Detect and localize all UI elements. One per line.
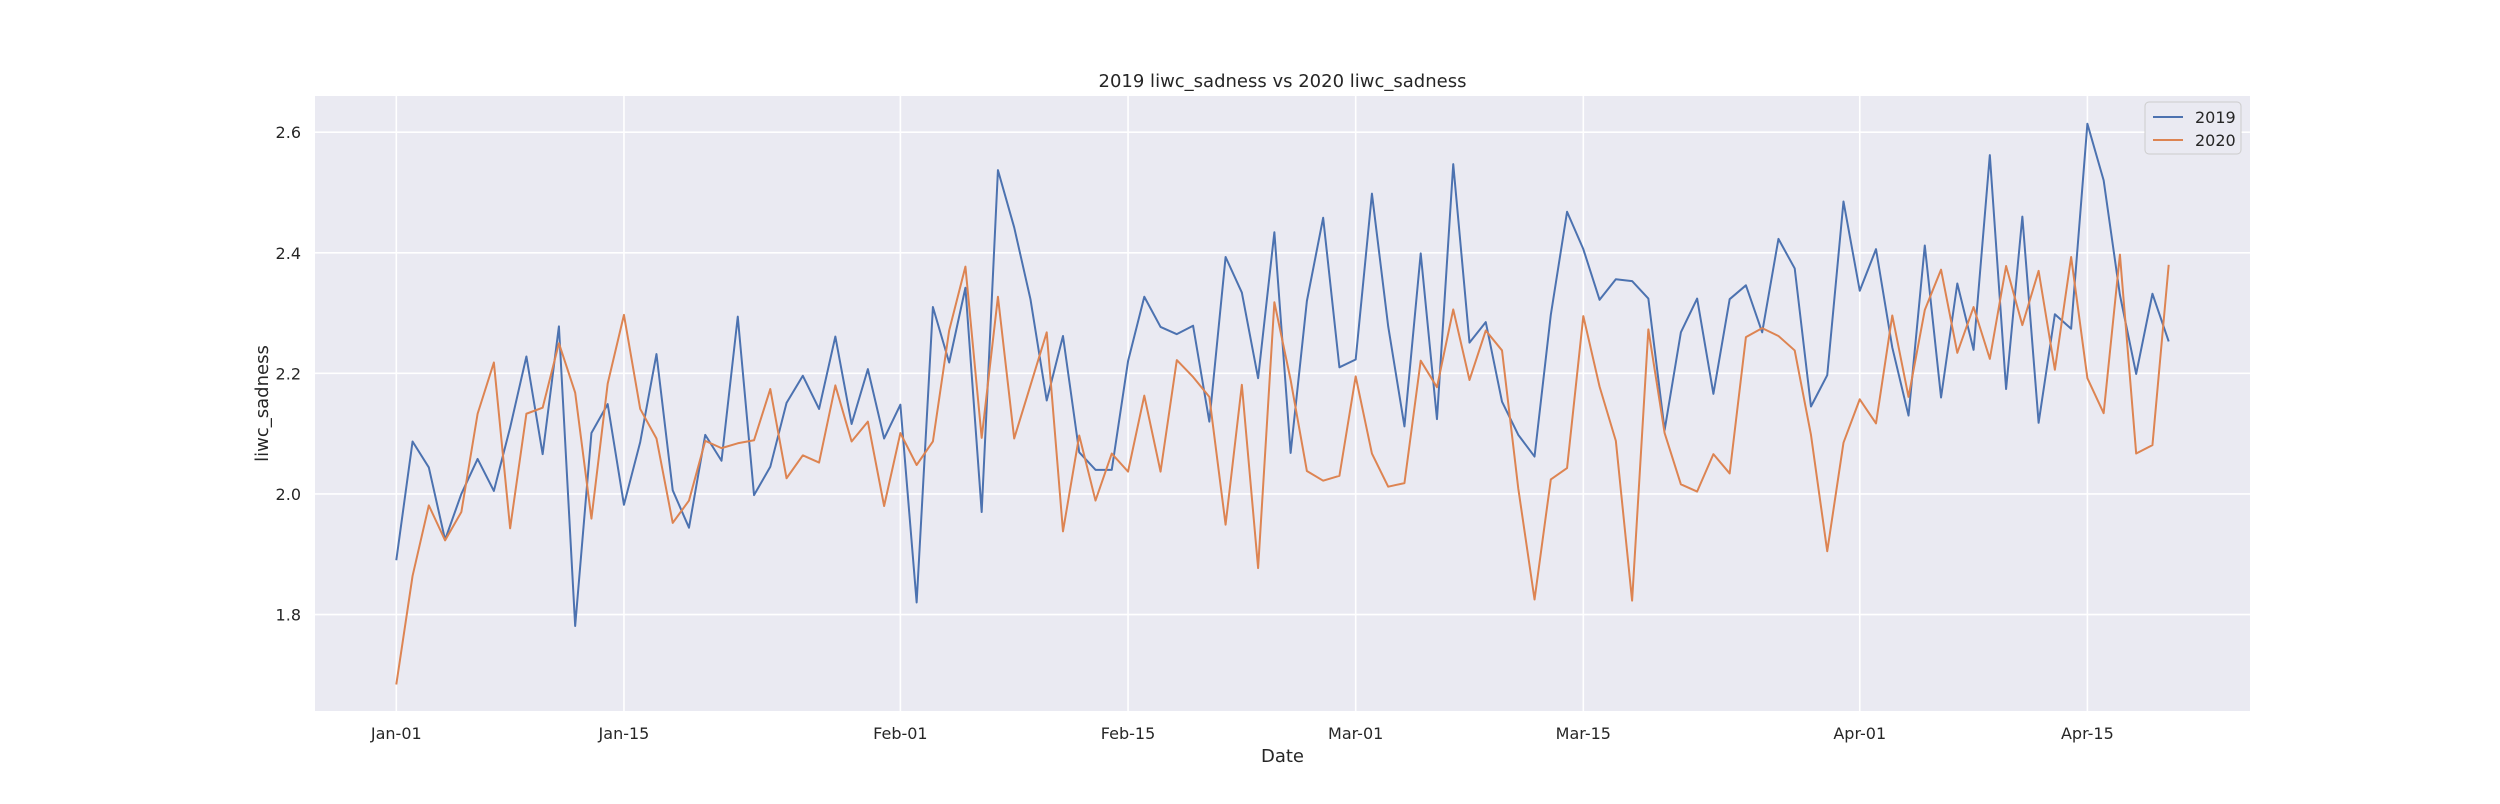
series-line-2020: [395, 253, 2170, 685]
grid-lines: [315, 96, 2250, 711]
x-tick-label: Jan-15: [598, 724, 650, 743]
tick-labels: Jan-01 Jan-15 Feb-01 Feb-15 Mar-01 Mar-15 Apr-…: [276, 123, 2114, 743]
x-tick-label: Feb-15: [1101, 724, 1155, 743]
series-lines: [395, 122, 2170, 685]
y-tick-label: 2.4: [276, 244, 301, 263]
y-tick-label: 1.8: [276, 606, 301, 625]
plot-background: [315, 96, 2250, 711]
x-tick-label: Jan-01: [370, 724, 422, 743]
x-tick-label: Apr-01: [1833, 724, 1886, 743]
y-axis-label: liwc_sadness: [252, 345, 273, 462]
y-tick-label: 2.0: [276, 485, 301, 504]
legend-label-2019: 2019: [2195, 108, 2236, 127]
legend-label-2020: 2020: [2195, 131, 2236, 150]
x-tick-label: Mar-15: [1556, 724, 1611, 743]
x-tick-label: Apr-15: [2061, 724, 2114, 743]
x-axis-label: Date: [1261, 746, 1304, 767]
y-tick-label: 2.2: [276, 364, 301, 383]
chart-title: 2019 liwc_sadness vs 2020 liwc_sadness: [1099, 71, 1467, 92]
y-tick-label: 2.6: [276, 123, 301, 142]
x-tick-label: Mar-01: [1328, 724, 1383, 743]
x-tick-label: Feb-01: [873, 724, 927, 743]
legend: 2019 2020: [2144, 101, 2242, 155]
